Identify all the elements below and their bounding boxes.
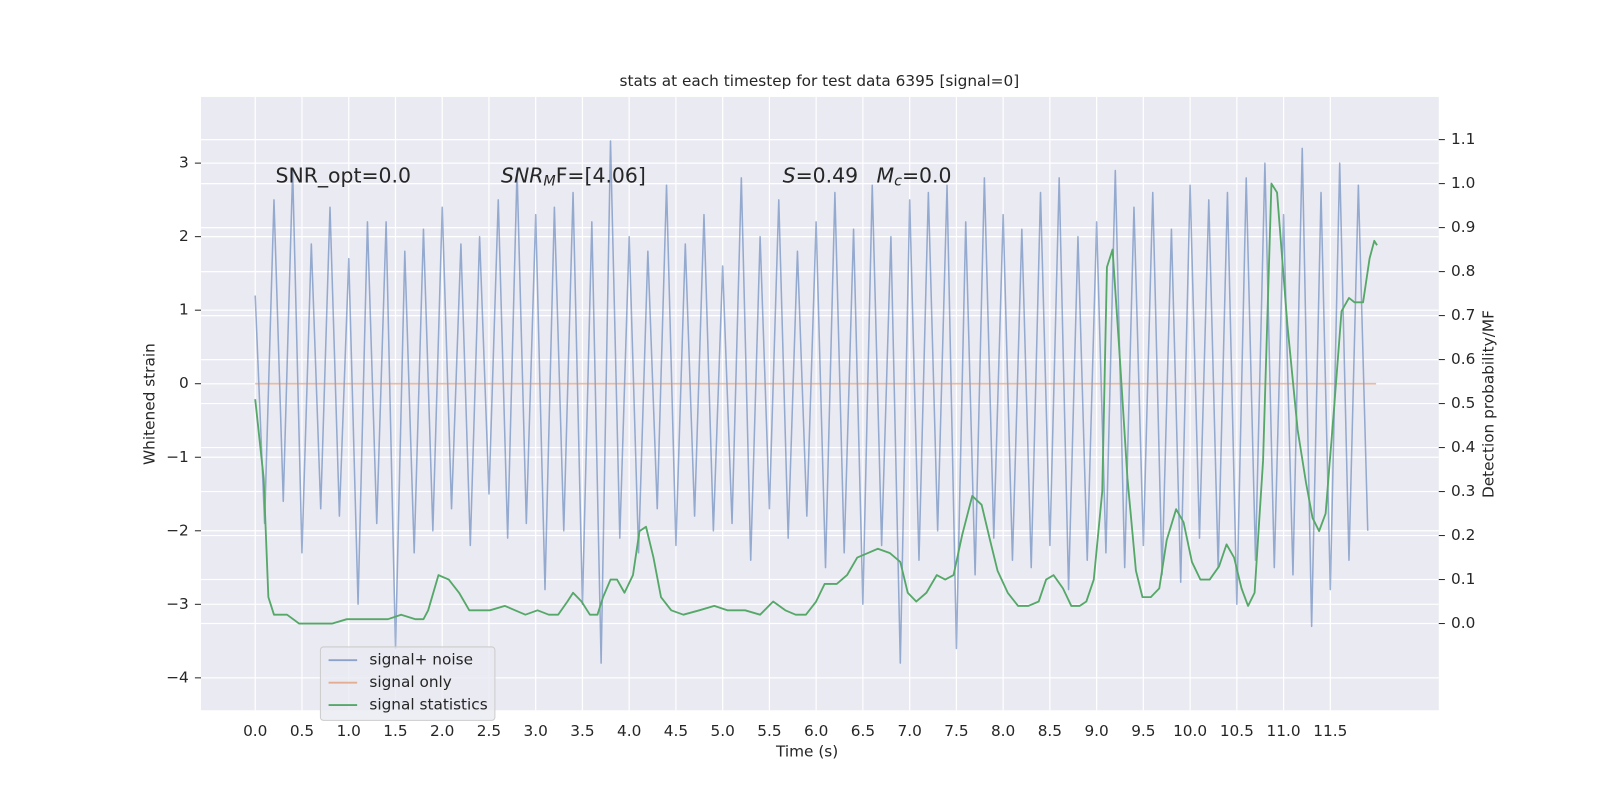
y2-tick-label: 1.0 [1451,174,1475,192]
y2-tick-label: 0.1 [1451,570,1475,588]
x-tick-label: 11.0 [1267,722,1301,740]
x-tick-label: 0.0 [243,722,267,740]
x-tick-label: 10.5 [1220,722,1254,740]
legend-box [319,646,496,721]
annotation: SNR_opt=0.0 [276,164,412,189]
y-tick-label: 2 [179,227,189,245]
y2-axis-label: Detection probability/MF [1479,310,1497,498]
x-tick-label: 3.5 [570,722,594,740]
x-tick-label: 10.0 [1173,722,1207,740]
x-tick-label: 7.5 [944,722,968,740]
x-tick-label: 8.5 [1038,722,1062,740]
y-tick-label: −3 [166,595,189,613]
legend: signal+ noise signal only signal statistic… [319,646,496,721]
legend-label: signal statistics [369,696,487,714]
labels: 0.0 0.5 1.0 1.5 2.0 2.5 3.0 3.5 4.0 4.5 5.0 5.5 6.0 6… [166,130,1475,740]
x-tick-label: 1.5 [383,722,407,740]
annotation-part: M [543,174,555,190]
x-tick-label: 0.5 [290,722,314,740]
x-tick-label: 2.0 [430,722,454,740]
x-tick-label: 6.5 [851,722,875,740]
x-tick-label: 11.5 [1313,722,1347,740]
x-tick-label: 7.0 [897,722,921,740]
x-tick-label: 3.0 [524,722,548,740]
y2-tick-label: 0.7 [1451,306,1475,324]
y2-tick-label: 0.5 [1451,394,1475,412]
x-tick-label: 6.0 [804,722,828,740]
y2-tick-label: 1.1 [1451,130,1475,148]
y2-tick-label: 0.2 [1451,526,1475,544]
annotation-part: =0.49 [796,164,859,188]
annotation-part: M [877,164,895,188]
y-tick-label: −2 [166,521,189,539]
series-line [254,140,1369,664]
annotation-part: SNR [501,164,543,188]
x-tick-label: 1.0 [337,722,361,740]
y2-tick-label: 0.8 [1451,262,1475,280]
x-tick-label: 5.0 [711,722,735,740]
legend-label: signal+ noise [369,651,473,669]
x-tick-label: 4.0 [617,722,641,740]
annotation: S=0.49 [783,164,858,188]
annotation-part: =0.0 [902,164,952,188]
x-tick-label: 9.0 [1084,722,1108,740]
y2-tick-label: 0.6 [1451,350,1475,368]
annotation-part: F=[4.06] [556,164,646,188]
x-tick-label: 5.5 [757,722,781,740]
y2-tick-label: 0.0 [1451,614,1475,632]
x-axis-label: Time (s) [775,743,838,761]
y2-tick-label: 0.4 [1451,438,1475,456]
x-tick-label: 9.5 [1131,722,1155,740]
x-tick-label: 8.0 [991,722,1015,740]
y2-tick-label: 0.3 [1451,482,1475,500]
chart-title: stats at each timestep for test data 639… [620,72,1020,90]
annotation-part: c [894,174,902,190]
y-tick-label: 0 [179,374,189,392]
legend-label: signal only [369,673,451,691]
y-axis-label: Whitened strain [141,343,159,465]
y-tick-label: 3 [179,154,189,172]
annotation-part: SNR_opt=0.0 [276,164,412,189]
annotation-part: S [783,164,796,188]
y-tick-label: 1 [179,301,189,319]
y-tick-label: −4 [166,668,189,686]
y-tick-label: −1 [166,448,189,466]
y2-tick-label: 0.9 [1451,218,1475,236]
x-tick-label: 2.5 [477,722,501,740]
series-line [254,182,1378,625]
x-tick-label: 4.5 [664,722,688,740]
marks [254,140,1378,664]
annotation: SNRMF=[4.06] [501,164,646,190]
annotation: Mc=0.0 [877,164,952,190]
